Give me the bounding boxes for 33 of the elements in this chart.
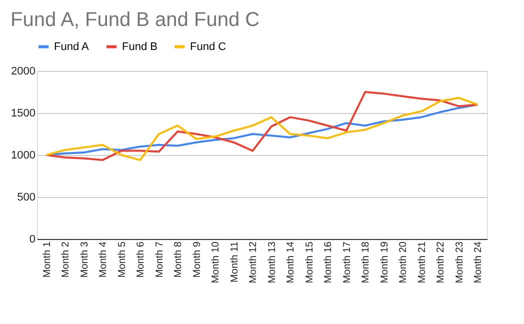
y-tick-label: 1000 [11, 150, 36, 162]
x-tick-label: Month 18 [360, 241, 372, 284]
x-tick-label: Month 12 [248, 241, 260, 284]
legend-label: Fund C [190, 40, 226, 53]
x-tick-label: Month 15 [304, 241, 316, 284]
x-tick-label: Month 19 [379, 241, 390, 284]
x-tick-label: Month 21 [416, 241, 428, 284]
y-tick-label: 0 [29, 234, 36, 246]
x-tick-label: Month 11 [229, 241, 240, 282]
x-tick-label: Month 16 [323, 241, 334, 284]
x-tick-label: Month 5 [116, 241, 128, 278]
x-tick-label: Month 6 [136, 241, 147, 278]
x-tick-label: Month 10 [210, 241, 222, 284]
x-tick-label: Month 13 [266, 241, 278, 284]
x-tick-label: Month 1 [42, 241, 53, 278]
x-tick-label: Month 17 [342, 241, 353, 284]
y-tick-label: 2000 [11, 66, 36, 78]
x-tick-label: Month 2 [60, 241, 72, 278]
chart-title: Fund A, Fund B and Fund C [10, 9, 260, 31]
x-tick-label: Month 4 [98, 241, 110, 278]
y-tick-label: 1500 [11, 108, 36, 120]
x-tick-label: Month 23 [454, 241, 466, 284]
y-tick-label: 500 [17, 192, 36, 204]
x-tick-label: Month 20 [398, 241, 410, 284]
x-tick-label: Month 24 [473, 241, 484, 284]
legend-label: Fund A [54, 40, 90, 53]
x-tick-label: Month 3 [79, 241, 90, 278]
legend-label: Fund B [122, 40, 158, 53]
x-tick-label: Month 22 [436, 241, 447, 284]
x-tick-label: Month 9 [192, 241, 203, 278]
x-tick-label: Month 8 [173, 241, 184, 278]
x-tick-label: Month 14 [286, 241, 297, 284]
x-tick-label: Month 7 [154, 241, 166, 278]
